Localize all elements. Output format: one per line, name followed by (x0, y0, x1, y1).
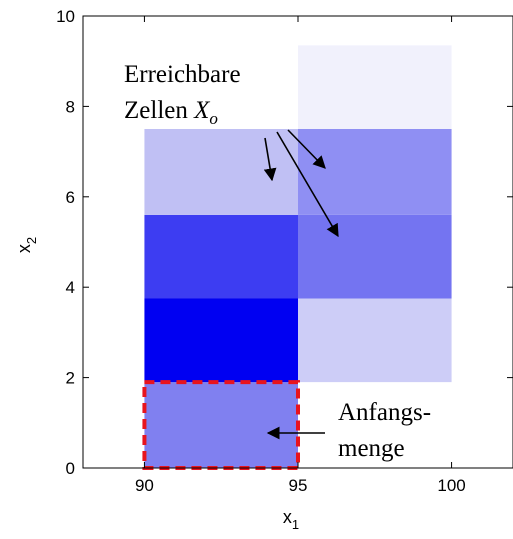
y-axis-label: x2 (14, 237, 39, 253)
axis-ticks: 90 95 100 0 2 4 6 8 10 (56, 7, 513, 495)
initial-set-border (142, 380, 300, 470)
arrow-to-cell-upper-right (287, 129, 326, 169)
heatmap-cell-3 (144, 129, 298, 215)
heatmap-cell-1 (144, 298, 298, 383)
x-axis-label: x1 (283, 507, 299, 532)
heatmap-cell-2 (144, 214, 298, 299)
x-tick-label: 100 (437, 476, 465, 495)
initial-set-label-line1: Anfangs- (338, 399, 431, 426)
reachable-label-line2: Zellen Xo (124, 97, 218, 128)
x-tick-label: 90 (135, 476, 154, 495)
heatmap-cell-7 (298, 45, 452, 129)
annotation-arrows (263, 129, 339, 440)
initial-set-label-line2: menge (338, 435, 405, 462)
y-tick-label: 8 (66, 97, 75, 116)
arrow-to-cell-middle-right (276, 131, 339, 238)
y-tick-label: 10 (56, 7, 75, 26)
arrow-to-cell-left (263, 137, 277, 182)
heatmap-cell-5 (298, 214, 452, 299)
reachable-label-line1: Erreichbare (124, 61, 241, 88)
x-tick-label: 95 (289, 476, 308, 495)
heatmap-cell-4 (298, 298, 452, 383)
y-tick-label: 0 (66, 459, 75, 478)
y-tick-label: 4 (66, 278, 75, 297)
y-tick-label: 2 (66, 369, 75, 388)
heatmap-cell-0 (144, 382, 298, 468)
y-tick-label: 6 (66, 188, 75, 207)
heatmap-cell-6 (298, 129, 452, 215)
initial-set-region (142, 380, 300, 470)
heatmap-cells (144, 45, 452, 468)
